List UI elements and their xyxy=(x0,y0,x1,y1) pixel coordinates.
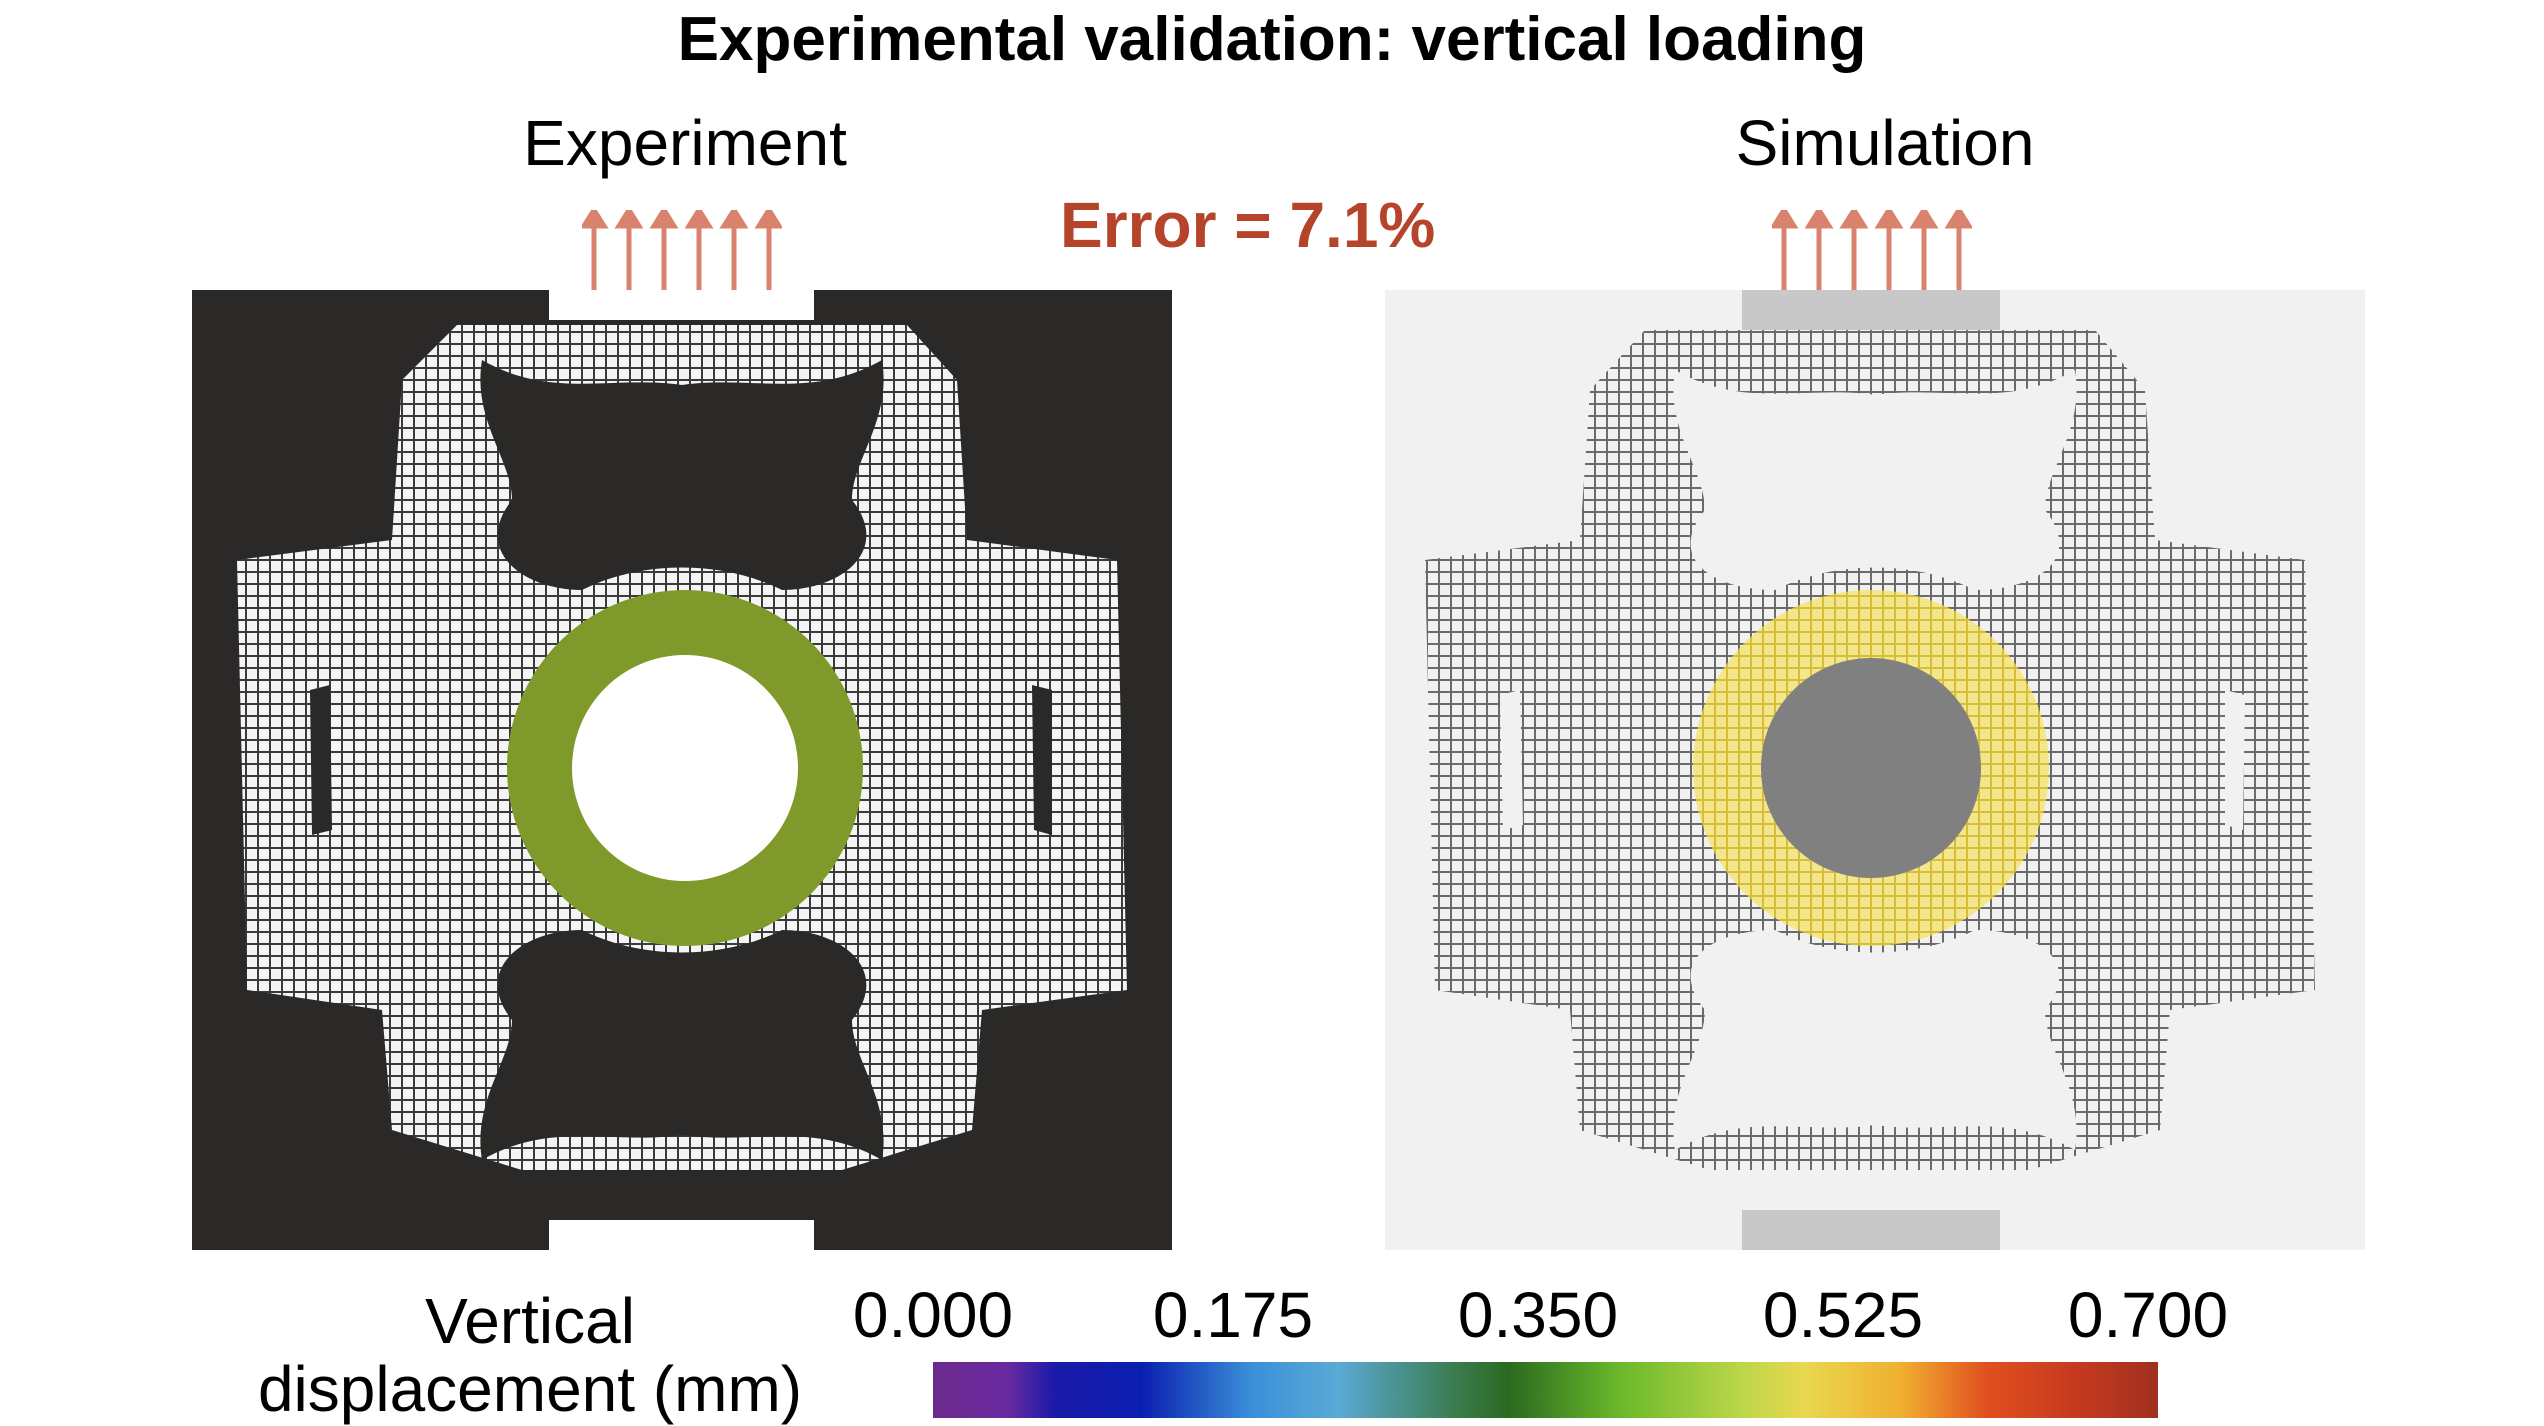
ring-hole xyxy=(1761,658,1981,878)
bottom-clamp xyxy=(549,1220,814,1250)
colorbar-tick: 0.700 xyxy=(2067,1279,2229,1351)
right-slot xyxy=(2225,690,2245,830)
experiment-label: Experiment xyxy=(523,107,847,179)
left-slot xyxy=(310,685,332,835)
lower-void xyxy=(480,930,884,1160)
top-clamp xyxy=(549,290,814,320)
right-slot xyxy=(1032,685,1052,835)
colorbar-tick: 0.000 xyxy=(852,1279,1014,1351)
load-arrows-simulation xyxy=(1772,210,1972,290)
lower-void xyxy=(1673,930,2077,1150)
bottom-clamp xyxy=(1742,1210,2000,1250)
colorbar-tick: 0.175 xyxy=(1152,1279,1314,1351)
left-slot xyxy=(1500,690,1523,830)
experiment-image xyxy=(192,290,1172,1250)
upper-void xyxy=(1673,370,2077,590)
simulation-label: Simulation xyxy=(1735,107,2035,179)
load-arrows-experiment xyxy=(582,210,782,290)
figure-title: Experimental validation: vertical loadin… xyxy=(677,5,1867,74)
colorbar-label: Vertical displacement (mm) xyxy=(230,1287,830,1423)
colorbar-tick: 0.525 xyxy=(1762,1279,1924,1351)
colorbar-tick: 0.350 xyxy=(1457,1279,1619,1351)
ring-hole xyxy=(572,655,798,881)
colorbar-label-line2: displacement (mm) xyxy=(257,1353,803,1425)
colorbar xyxy=(933,1362,2158,1418)
top-clamp xyxy=(1742,290,2000,330)
upper-void xyxy=(480,360,884,590)
simulation-image xyxy=(1385,290,2365,1250)
colorbar-label-line1: Vertical xyxy=(425,1285,635,1357)
error-text: Error = 7.1% xyxy=(1060,189,1436,261)
